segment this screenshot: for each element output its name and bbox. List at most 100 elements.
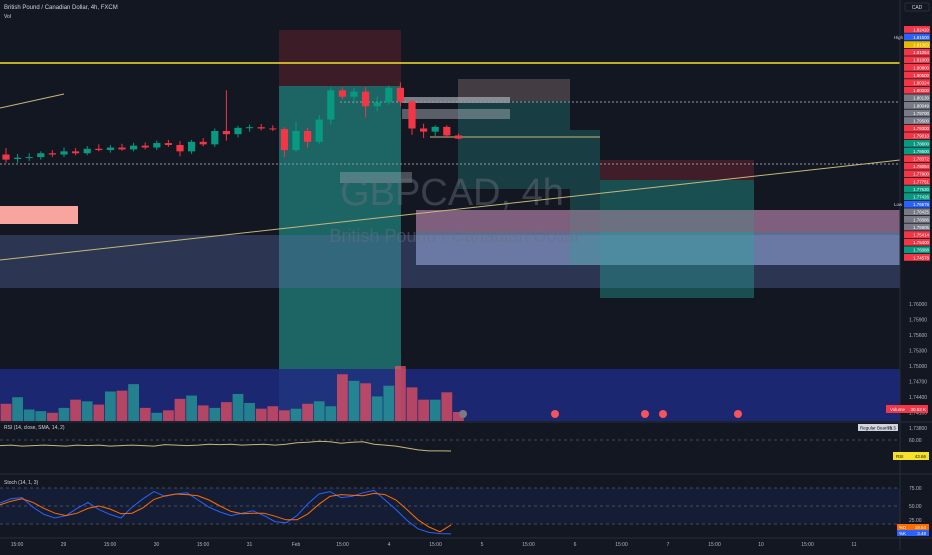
price-label-box xyxy=(904,48,930,56)
stoch-d-tag xyxy=(897,524,929,530)
forecast-green-zone-3[interactable] xyxy=(600,180,754,298)
volume-bar xyxy=(128,384,139,421)
price-label-box xyxy=(904,208,930,216)
small-zone-b[interactable] xyxy=(402,109,510,119)
price-label-box xyxy=(904,238,930,246)
forecast-green-zone-2[interactable] xyxy=(570,130,600,265)
rsi-legend[interactable]: RSI (14, close, SMA, 14, 2) xyxy=(4,425,65,431)
price-label-text: 1.80500 xyxy=(913,73,929,78)
candle-body xyxy=(176,144,184,152)
long-position-stop-zone[interactable] xyxy=(279,30,401,86)
time-tick-label: Feb xyxy=(292,542,301,548)
volume-bar xyxy=(395,366,406,421)
price-axis[interactable]: CAD 1.82420 1.81500 High 1.81363 1.81054 1.81… xyxy=(886,2,930,432)
price-label-text: 1.76086 xyxy=(913,217,929,222)
forecast-red-band[interactable] xyxy=(416,210,900,232)
candle-body xyxy=(72,151,80,154)
price-label: 1.77426 xyxy=(904,193,930,200)
trendline-rising[interactable] xyxy=(0,159,901,261)
time-axis[interactable]: 15:00 29 15:00 30 15:00 31 Feb 15:00 4 15:00 5 15:0… xyxy=(11,542,857,548)
price-label-box xyxy=(904,200,930,208)
candle-body xyxy=(130,145,138,150)
forecast-red-zone-2[interactable] xyxy=(600,160,754,180)
event-marker-icon[interactable] xyxy=(551,410,559,418)
price-label: 1.76086 xyxy=(904,216,930,223)
time-tick-label: 15:00 xyxy=(708,542,721,548)
time-tick-label: 5 xyxy=(481,542,484,548)
candle-body xyxy=(408,101,416,129)
price-label: 1.75414 xyxy=(904,231,930,238)
event-marker-icon[interactable] xyxy=(641,410,649,418)
volume-bar xyxy=(186,395,197,421)
price-label-box xyxy=(904,64,930,71)
volume-bar xyxy=(383,385,395,421)
left-label-box[interactable] xyxy=(0,206,78,224)
price-label: 1.81054 xyxy=(904,48,930,56)
price-label-box xyxy=(904,223,930,231)
volume-bar xyxy=(81,401,93,421)
stoch-d-line xyxy=(0,492,452,533)
event-marker-icon[interactable] xyxy=(459,410,467,418)
price-label-text: 1.81363 xyxy=(913,43,929,48)
price-label-box xyxy=(904,94,930,102)
price-label-box xyxy=(904,26,930,33)
price-label-text: 1.82420 xyxy=(913,27,929,32)
price-label-tag: Low xyxy=(894,202,903,207)
volume-bar xyxy=(360,383,371,421)
forecast-red-zone-1[interactable] xyxy=(458,79,570,101)
small-zone-c[interactable] xyxy=(340,172,412,183)
price-label: 1.81500 High xyxy=(894,33,930,41)
time-tick-label: 15:00 xyxy=(11,542,24,548)
price-label: 1.81000 xyxy=(904,56,930,64)
price-label-box xyxy=(904,79,930,86)
currency-selector[interactable] xyxy=(904,2,930,12)
price-label-text: 1.79700 xyxy=(913,111,929,116)
stoch-pane[interactable] xyxy=(0,487,900,535)
stoch-axis[interactable]: 75.00 50.00 25.00 %D 18.53 %K 3.48 xyxy=(897,486,929,536)
price-label: 1.80324 xyxy=(904,79,930,86)
time-tick-label: 11 xyxy=(851,542,856,548)
volume-tag-value: 30.53 K xyxy=(910,407,926,412)
event-marker-icon[interactable] xyxy=(734,410,742,418)
rsi-pane[interactable] xyxy=(0,439,900,452)
volume-legend-label[interactable]: Vol xyxy=(4,14,11,20)
price-label-text: 1.78800 xyxy=(913,141,929,146)
price-label-text: 1.78600 xyxy=(913,149,929,154)
time-tick-label: 7 xyxy=(667,542,670,548)
price-tick-label: 1.73800 xyxy=(909,426,927,432)
forecast-blue-zone[interactable] xyxy=(416,210,900,265)
candle-body xyxy=(385,87,393,103)
price-label-box xyxy=(904,41,930,48)
candle-body xyxy=(2,154,10,160)
time-tick-label: 15:00 xyxy=(104,542,117,548)
price-label: 1.80800 xyxy=(904,64,930,71)
candle-body xyxy=(338,90,346,97)
stoch-d-tag-value: 18.53 xyxy=(915,525,927,530)
event-marker-icon[interactable] xyxy=(659,410,667,418)
time-tick-label: 31 xyxy=(247,542,253,548)
volume-bar xyxy=(302,403,313,421)
price-label: 1.77751 xyxy=(904,178,930,185)
candle-body xyxy=(454,135,462,139)
price-tick-label: 1.75600 xyxy=(909,333,927,339)
candle-body xyxy=(118,147,126,150)
price-label-box xyxy=(904,102,930,109)
symbol-header[interactable]: British Pound / Canadian Dollar, 4h, FXC… xyxy=(4,5,118,11)
price-label: 1.78372 xyxy=(904,155,930,162)
stoch-legend[interactable]: Stoch (14, 1, 3) xyxy=(4,480,39,486)
price-label-box xyxy=(904,147,930,155)
volume-bar xyxy=(209,407,221,421)
price-label-text: 1.76088 xyxy=(913,248,929,253)
candle-body xyxy=(362,91,370,107)
price-label: 1.80130 xyxy=(904,94,930,102)
candle-body xyxy=(48,153,56,155)
candle-body xyxy=(292,131,300,151)
candle-body xyxy=(106,147,114,151)
rsi-axis[interactable]: Regular Bearish 71.5 60.00 RSI 43.66 xyxy=(858,424,929,460)
trendline-short[interactable] xyxy=(0,93,65,109)
stoch-k-tag-value: 3.48 xyxy=(917,531,926,536)
price-label-stack: 1.82420 1.81500 High 1.81363 1.81054 1.81000 1… xyxy=(894,26,930,261)
small-zone-a[interactable] xyxy=(402,97,510,103)
price-label-text: 1.81054 xyxy=(913,50,929,55)
